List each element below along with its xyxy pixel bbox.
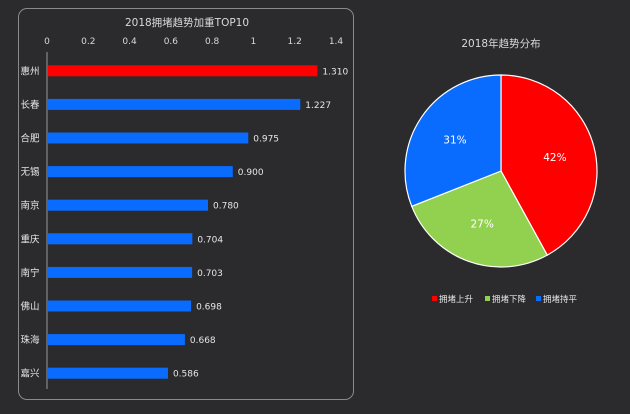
bar-x-tick-label: 0.2 bbox=[81, 37, 95, 47]
bar-value-label: 0.703 bbox=[197, 269, 223, 279]
pie-slice bbox=[404, 74, 502, 208]
pie-slice bbox=[410, 170, 549, 268]
bar-x-tick-label: 0 bbox=[44, 37, 50, 47]
bar bbox=[48, 166, 233, 178]
bar-x-tick-label: 0.8 bbox=[205, 37, 220, 47]
legend-label: 拥堵持平 bbox=[543, 294, 578, 305]
legend-swatch bbox=[536, 296, 541, 301]
pie-slices bbox=[404, 74, 598, 268]
pie-chart-title: 2018年趋势分布 bbox=[461, 37, 540, 50]
bar bbox=[48, 334, 185, 346]
bar-category-label: 惠州 bbox=[20, 65, 39, 77]
bar-value-label: 0.975 bbox=[253, 135, 279, 145]
pie-slice bbox=[500, 74, 598, 256]
bar-value-label: 0.668 bbox=[190, 336, 216, 346]
legend-label: 拥堵上升 bbox=[439, 294, 474, 305]
bar bbox=[48, 233, 193, 245]
bar-value-label: 1.227 bbox=[305, 101, 331, 111]
pie-slice-label: 31% bbox=[443, 135, 466, 147]
bar bbox=[48, 98, 301, 110]
bar bbox=[48, 266, 193, 278]
bar bbox=[48, 132, 249, 144]
bar-chart-title: 2018拥堵趋势加重TOP10 bbox=[125, 16, 249, 29]
pie-slice-label: 42% bbox=[543, 152, 566, 164]
bar-value-label: 0.698 bbox=[196, 303, 222, 313]
bar-category-label: 佛山 bbox=[20, 301, 39, 313]
bar-category-label: 长春 bbox=[20, 99, 40, 111]
bar-x-tick-label: 0.6 bbox=[164, 37, 179, 47]
pie-slice-label: 27% bbox=[470, 218, 493, 230]
bar bbox=[48, 300, 192, 312]
bar-x-tick-label: 1.2 bbox=[288, 37, 302, 47]
pie-slice-labels: 42% 27% 31% bbox=[443, 135, 566, 231]
bar-category-label: 合肥 bbox=[20, 133, 40, 145]
bar-category-label: 南京 bbox=[20, 200, 39, 212]
pie-legend: 拥堵上升 拥堵下降 拥堵持平 bbox=[432, 294, 578, 305]
bar-x-tick-label: 1.4 bbox=[329, 37, 344, 47]
bar-category-label: 嘉兴 bbox=[20, 368, 39, 380]
legend-swatch bbox=[432, 296, 437, 301]
bar-series bbox=[48, 65, 318, 379]
bar-value-label: 0.586 bbox=[173, 370, 199, 380]
bar-value-label: 1.310 bbox=[322, 67, 348, 77]
bar bbox=[48, 367, 168, 379]
bar-x-axis: 0 0.2 0.4 0.6 0.8 1 1.2 1.4 bbox=[44, 37, 343, 389]
legend-swatch bbox=[485, 296, 490, 301]
bar bbox=[48, 199, 209, 211]
bar-category-label: 重庆 bbox=[20, 233, 40, 245]
bar-value-label: 0.900 bbox=[238, 168, 264, 178]
bar-value-label: 0.704 bbox=[197, 235, 223, 245]
bar-category-label: 南宁 bbox=[20, 267, 39, 279]
bar-x-tick-label: 0.4 bbox=[122, 37, 137, 47]
bar-x-tick-label: 1 bbox=[251, 37, 257, 47]
bar-value-labels: 1.310 1.227 0.975 0.900 0.780 0.704 0.703 0.698… bbox=[173, 67, 348, 379]
bar-value-label: 0.780 bbox=[213, 202, 239, 212]
legend-label: 拥堵下降 bbox=[492, 294, 527, 305]
bar-category-label: 无锡 bbox=[20, 166, 39, 178]
bar bbox=[48, 65, 318, 77]
bar-chart-panel bbox=[18, 8, 354, 400]
bar-category-label: 珠海 bbox=[20, 334, 40, 346]
